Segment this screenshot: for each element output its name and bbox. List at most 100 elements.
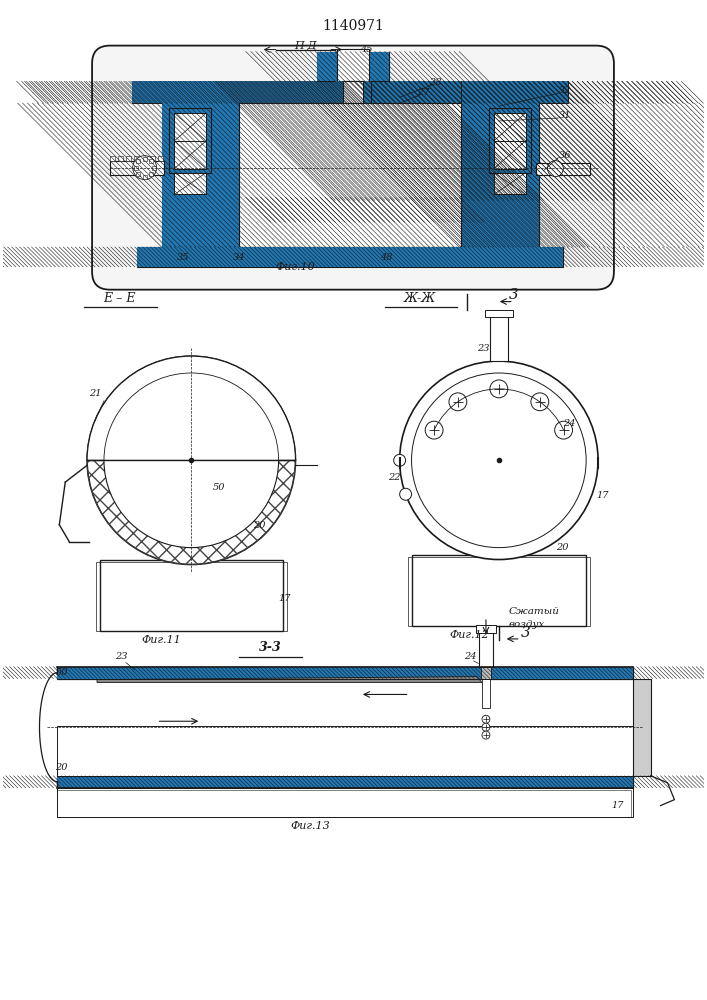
- Text: 45: 45: [360, 45, 373, 54]
- Text: 17: 17: [596, 491, 609, 500]
- Wedge shape: [104, 460, 279, 548]
- Bar: [494, 173, 525, 194]
- Text: 3: 3: [509, 288, 518, 302]
- Text: 20: 20: [55, 763, 68, 772]
- Bar: [175, 141, 206, 169]
- Wedge shape: [87, 460, 296, 564]
- Text: Е – Е: Е – Е: [104, 292, 136, 305]
- Text: 20: 20: [556, 543, 569, 552]
- Bar: [141, 156, 146, 161]
- Text: 50: 50: [55, 668, 68, 677]
- Bar: [479, 632, 493, 667]
- Bar: [317, 197, 389, 222]
- Text: 24: 24: [464, 652, 477, 661]
- Bar: [136, 172, 140, 176]
- Text: Фиг.11: Фиг.11: [141, 635, 182, 645]
- Bar: [57, 726, 633, 776]
- Bar: [132, 81, 239, 103]
- Text: 50: 50: [213, 483, 226, 492]
- Text: 36: 36: [559, 151, 571, 160]
- Text: 24: 24: [563, 419, 575, 428]
- Bar: [239, 103, 461, 247]
- Text: Сжатый: Сжатый: [509, 607, 560, 616]
- Bar: [481, 667, 491, 679]
- Text: 22: 22: [387, 473, 400, 482]
- Bar: [161, 103, 239, 247]
- Text: 21: 21: [89, 389, 102, 398]
- Bar: [126, 156, 131, 161]
- Text: Ж-Ж: Ж-Ж: [404, 292, 436, 305]
- Bar: [110, 161, 165, 175]
- Bar: [143, 175, 146, 179]
- Bar: [136, 247, 563, 267]
- Bar: [476, 625, 496, 633]
- FancyBboxPatch shape: [92, 46, 614, 290]
- Bar: [490, 313, 508, 361]
- Bar: [461, 81, 568, 103]
- Bar: [57, 790, 631, 817]
- Text: Фиг.10: Фиг.10: [276, 262, 315, 272]
- Text: 35: 35: [177, 253, 189, 262]
- Text: 17: 17: [611, 801, 624, 810]
- Bar: [461, 103, 539, 247]
- Circle shape: [531, 393, 549, 411]
- Circle shape: [482, 731, 490, 739]
- Bar: [239, 81, 461, 103]
- Text: Фиг.12: Фиг.12: [449, 630, 489, 640]
- Text: 20: 20: [253, 521, 265, 530]
- Text: 28: 28: [429, 78, 442, 87]
- Bar: [461, 81, 568, 103]
- Circle shape: [399, 488, 411, 500]
- Circle shape: [482, 715, 490, 723]
- Bar: [151, 166, 156, 170]
- Bar: [239, 81, 461, 103]
- Bar: [489, 108, 530, 173]
- Text: 34: 34: [233, 253, 245, 262]
- Bar: [485, 310, 513, 317]
- Bar: [158, 156, 163, 161]
- Bar: [175, 173, 206, 194]
- Text: 31: 31: [559, 111, 571, 120]
- Wedge shape: [104, 373, 279, 460]
- Bar: [100, 560, 283, 631]
- Bar: [149, 159, 153, 163]
- Bar: [161, 103, 239, 247]
- Bar: [175, 113, 206, 141]
- Text: 48: 48: [380, 253, 392, 262]
- Bar: [335, 81, 371, 200]
- Bar: [150, 156, 155, 161]
- Bar: [134, 166, 138, 170]
- Bar: [317, 197, 389, 222]
- Bar: [96, 562, 286, 631]
- Bar: [149, 172, 153, 176]
- Text: 27: 27: [418, 88, 430, 97]
- Bar: [118, 156, 123, 161]
- Bar: [494, 113, 525, 141]
- Bar: [461, 103, 539, 247]
- Bar: [136, 247, 563, 267]
- Bar: [337, 49, 369, 86]
- Circle shape: [449, 393, 467, 411]
- Circle shape: [555, 421, 573, 439]
- Text: 32: 32: [559, 86, 571, 95]
- Bar: [494, 141, 525, 169]
- Circle shape: [547, 161, 563, 177]
- Circle shape: [425, 421, 443, 439]
- Bar: [482, 679, 490, 708]
- Circle shape: [490, 380, 508, 398]
- Bar: [407, 557, 590, 626]
- Bar: [536, 163, 590, 175]
- Text: 17: 17: [279, 594, 291, 603]
- Text: воздух: воздух: [509, 620, 545, 629]
- Bar: [143, 157, 146, 161]
- Polygon shape: [97, 677, 482, 683]
- Text: 1140971: 1140971: [322, 19, 384, 33]
- Text: 23: 23: [115, 652, 127, 661]
- Bar: [411, 555, 586, 626]
- Bar: [170, 108, 211, 173]
- Circle shape: [411, 373, 586, 548]
- Text: П-Д: П-Д: [294, 41, 317, 51]
- Bar: [633, 679, 650, 776]
- Bar: [57, 667, 633, 679]
- Bar: [57, 667, 633, 679]
